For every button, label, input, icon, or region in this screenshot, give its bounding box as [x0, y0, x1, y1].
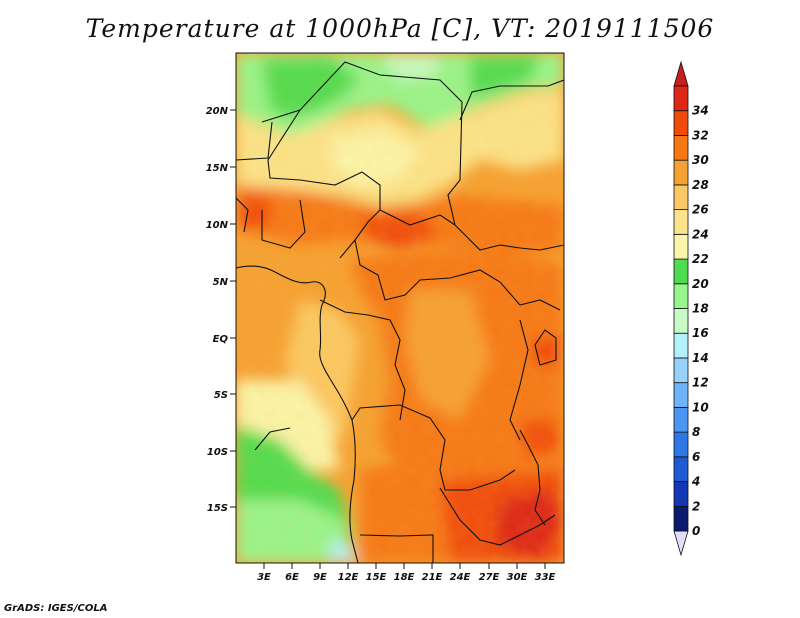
lon-label: 24E	[450, 572, 471, 583]
latitude-axis: 20N 15N 10N 5N EQ 5S 10S 15S	[206, 106, 236, 514]
lon-label: 30E	[507, 572, 528, 583]
colorbar-swatch	[673, 135, 689, 161]
colorbar-swatch	[673, 456, 689, 482]
map-title: Temperature at 1000hPa [C], VT: 20191115…	[85, 14, 715, 43]
colorbar-under-arrow	[673, 530, 689, 557]
colorbar-swatch	[673, 357, 689, 384]
colorbar-swatch	[673, 110, 689, 136]
colorbar-swatch	[673, 159, 689, 186]
colorbar-label: 18	[692, 302, 709, 316]
colorbar-label: 26	[692, 203, 709, 217]
lon-label: 27E	[479, 572, 500, 583]
colorbar-swatch	[673, 258, 689, 285]
temperature-field	[236, 53, 564, 563]
colorbar-label: 2	[692, 499, 700, 513]
colorbar-swatch	[673, 85, 689, 112]
lat-label: EQ	[213, 334, 229, 345]
country-borders	[236, 61, 564, 563]
lon-label: 18E	[394, 572, 415, 583]
lon-label: 15E	[366, 572, 387, 583]
lon-label: 12E	[338, 572, 359, 583]
lon-label: 21E	[422, 572, 443, 583]
colorbar-swatch	[673, 481, 689, 507]
colorbar-swatch	[673, 406, 689, 433]
lat-label: 15S	[207, 503, 228, 514]
lon-label: 3E	[257, 572, 271, 583]
colorbar-label: 28	[692, 178, 709, 192]
colorbar-swatch	[673, 184, 689, 211]
colorbar-label: 4	[691, 475, 700, 489]
colorbar-label: 12	[692, 376, 709, 390]
colorbar-label: 22	[692, 252, 709, 266]
colorbar-swatch	[673, 505, 689, 532]
colorbar-label: 24	[692, 227, 709, 241]
colorbar-label: 20	[692, 277, 709, 291]
colorbar-swatch	[673, 209, 689, 235]
lon-label: 9E	[313, 572, 327, 583]
lat-label: 15N	[206, 163, 229, 174]
colorbar-label: 30	[692, 153, 709, 167]
colorbar-label: 34	[692, 104, 709, 118]
colorbar-label: 0	[692, 524, 700, 538]
colorbar-label: 6	[692, 450, 700, 464]
lat-label: 10N	[206, 220, 229, 231]
colorbar-label: 10	[692, 400, 709, 414]
colorbar-swatch	[673, 233, 689, 260]
lon-label: 33E	[535, 572, 556, 583]
map-frame	[235, 52, 565, 564]
longitude-axis: 3E 6E 9E 12E 15E 18E 21E 24E 27E 30E 33E	[257, 563, 556, 583]
colorbar-label: 32	[692, 128, 709, 142]
colorbar-swatch	[673, 308, 689, 334]
colorbar-swatch	[673, 332, 689, 359]
lat-label: 10S	[207, 447, 228, 458]
colorbar-label: 8	[692, 425, 700, 439]
colorbar-swatch	[673, 382, 689, 408]
colorbar-label: 14	[692, 351, 709, 365]
lat-label: 5S	[214, 390, 228, 401]
credit-label: GrADS: IGES/COLA	[4, 603, 108, 614]
lon-label: 6E	[285, 572, 299, 583]
colorbar-label: 16	[692, 326, 709, 340]
lat-label: 5N	[213, 277, 229, 288]
colorbar-swatch	[673, 431, 689, 458]
lat-label: 20N	[206, 106, 229, 117]
colorbar-over-arrow	[673, 60, 689, 87]
colorbar-swatch	[673, 283, 689, 309]
